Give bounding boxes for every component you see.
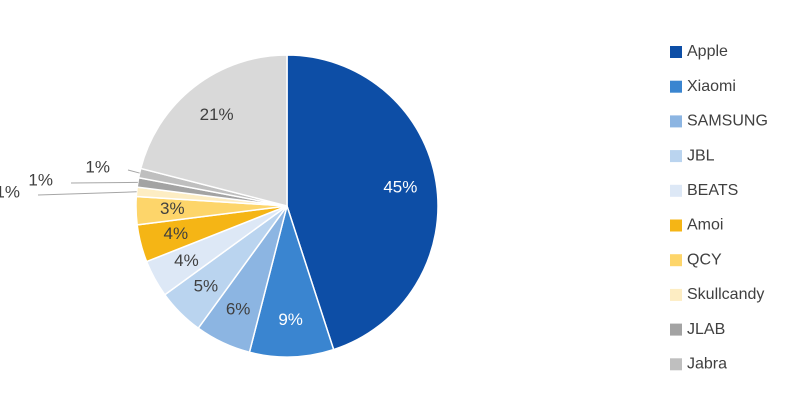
legend: Apple Xiaomi SAMSUNG JBL BEATS Amoi QCY Skullca… bbox=[670, 43, 768, 373]
legend-swatch bbox=[670, 184, 682, 197]
data-label: 45% bbox=[383, 178, 417, 197]
data-label: 1% bbox=[85, 157, 110, 176]
data-label: 1% bbox=[0, 182, 20, 201]
data-label: 1% bbox=[28, 170, 53, 189]
legend-label: Apple bbox=[687, 43, 728, 60]
legend-swatch bbox=[670, 150, 682, 163]
leader-line bbox=[37, 191, 137, 196]
data-label: 4% bbox=[164, 224, 189, 243]
legend-label: BEATS bbox=[687, 182, 738, 199]
legend-swatch bbox=[670, 115, 682, 128]
legend-swatch bbox=[670, 46, 682, 58]
legend-label: JLAB bbox=[687, 321, 725, 338]
legend-label: Amoi bbox=[687, 217, 723, 234]
legend-label: JBL bbox=[687, 147, 715, 164]
legend-label: Skullcandy bbox=[687, 286, 764, 303]
legend-label: Jabra bbox=[687, 356, 727, 373]
pie-slice bbox=[286, 54, 439, 351]
legend-swatch bbox=[670, 254, 682, 267]
leader-line bbox=[127, 169, 140, 174]
legend-swatch bbox=[670, 288, 682, 301]
data-label: 6% bbox=[226, 299, 251, 318]
data-label: 9% bbox=[278, 310, 303, 329]
leader-line bbox=[70, 181, 138, 184]
legend-label: Xiaomi bbox=[687, 78, 736, 95]
legend-swatch bbox=[670, 323, 682, 336]
data-label: 5% bbox=[194, 277, 219, 296]
pie-slice bbox=[139, 54, 288, 207]
data-label: 4% bbox=[174, 251, 199, 270]
legend-swatch bbox=[670, 80, 682, 93]
data-label: 3% bbox=[160, 199, 185, 218]
legend-label: QCY bbox=[687, 251, 722, 268]
legend-swatch bbox=[670, 219, 682, 232]
legend-swatch bbox=[670, 358, 682, 371]
data-label: 21% bbox=[200, 105, 234, 124]
pie-slice bbox=[248, 203, 335, 358]
legend-label: SAMSUNG bbox=[687, 113, 768, 130]
